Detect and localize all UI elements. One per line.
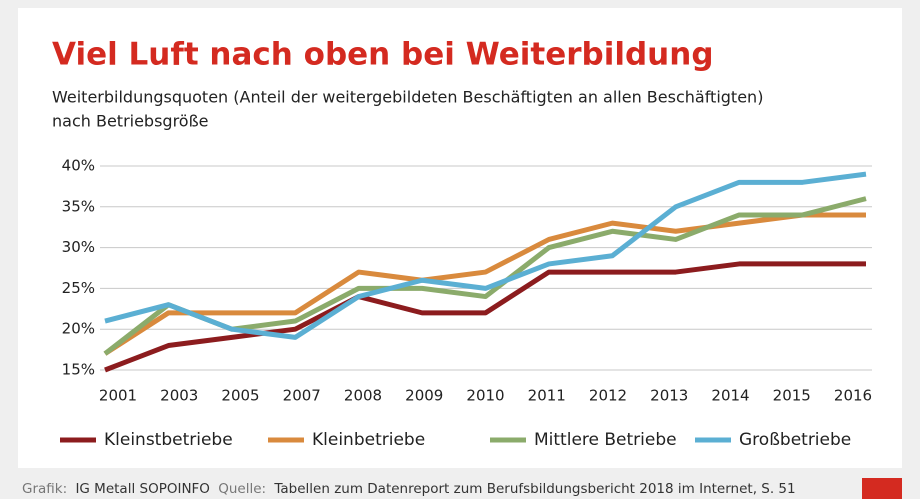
x-tick-label: 2010 — [466, 387, 504, 405]
x-tick-label: 2011 — [528, 387, 566, 405]
legend-label: Großbetriebe — [739, 430, 851, 450]
y-tick-label: 30% — [62, 238, 95, 256]
x-tick-label: 2013 — [650, 387, 688, 405]
subtitle: nach Betriebsgröße — [52, 112, 209, 131]
x-tick-label: 2012 — [589, 387, 627, 405]
x-tick-label: 2016 — [834, 387, 872, 405]
x-tick-label: 2003 — [160, 387, 198, 405]
legend-label: Kleinstbetriebe — [104, 430, 233, 450]
x-tick-label: 2008 — [344, 387, 382, 405]
y-tick-label: 25% — [62, 279, 95, 297]
source-label: Quelle: — [218, 481, 266, 497]
legend-label: Kleinbetriebe — [312, 430, 425, 450]
footer: Grafik: IG Metall SOPOINFO Quelle: Tabel… — [22, 481, 796, 497]
source: Tabellen zum Datenreport zum Berufsbildu… — [273, 481, 795, 497]
legend-label: Mittlere Betriebe — [534, 430, 677, 450]
y-tick-label: 40% — [62, 157, 95, 175]
x-tick-label: 2001 — [99, 387, 137, 405]
y-tick-label: 20% — [62, 320, 95, 338]
y-tick-label: 15% — [62, 361, 95, 379]
x-tick-label: 2007 — [283, 387, 321, 405]
subtitle: Weiterbildungsquoten (Anteil der weiterg… — [52, 88, 763, 107]
x-tick-label: 2015 — [773, 387, 811, 405]
card — [18, 8, 902, 468]
series-line — [103, 212, 866, 356]
series-line — [104, 171, 867, 340]
series-line — [104, 261, 866, 373]
x-tick-label: 2005 — [221, 387, 259, 405]
chart-title: Viel Luft nach oben bei Weiterbildung — [52, 37, 714, 73]
credit-label: Grafik: — [22, 481, 67, 497]
y-tick-label: 35% — [62, 197, 95, 215]
x-tick-label: 2009 — [405, 387, 443, 405]
x-tick-label: 2014 — [711, 387, 749, 405]
logo-block — [862, 478, 902, 499]
credit: IG Metall SOPOINFO — [75, 481, 209, 497]
